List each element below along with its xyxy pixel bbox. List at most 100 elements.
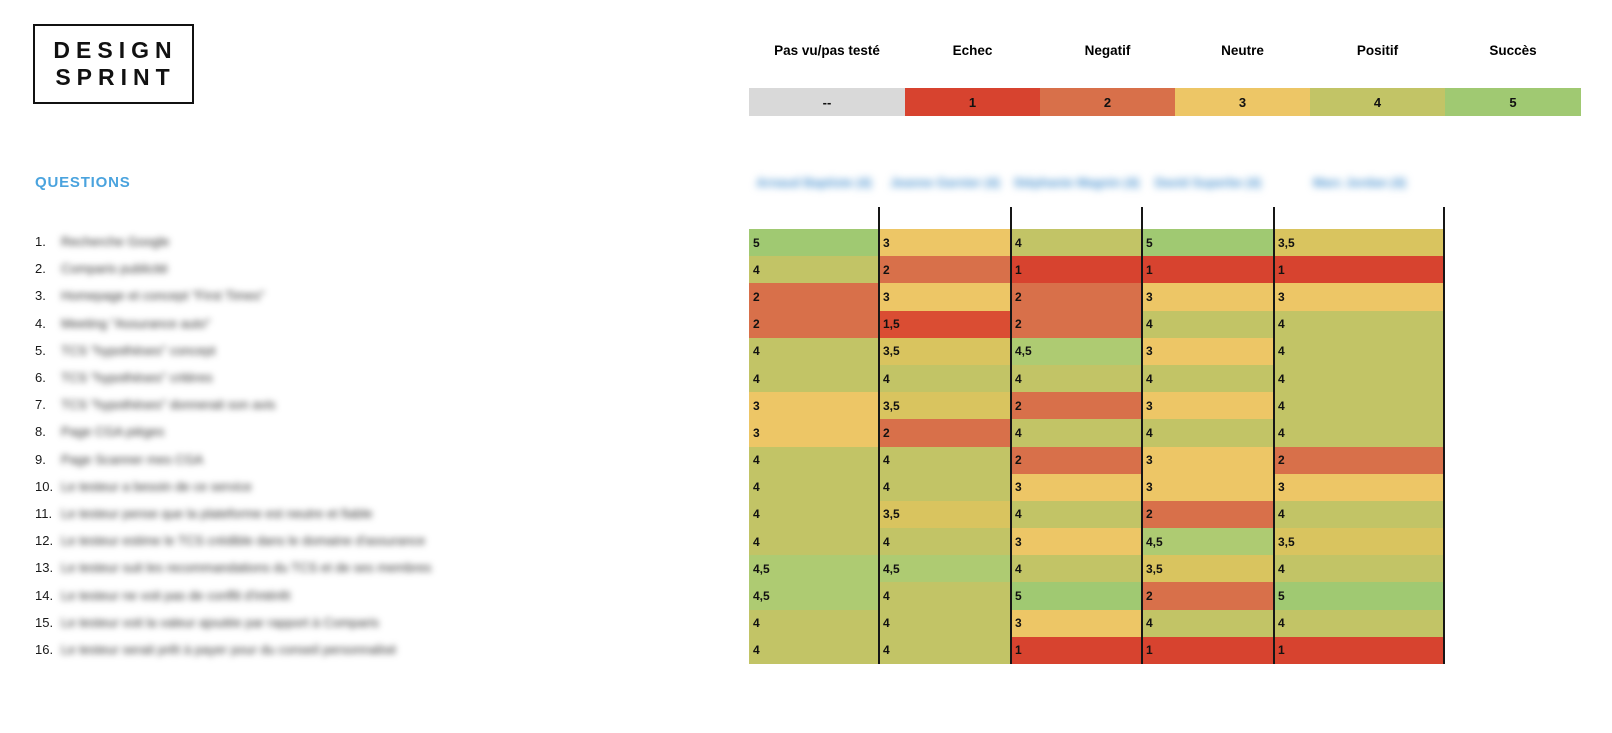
question-text-blurred: Recherche Google bbox=[61, 234, 170, 250]
score-cell-r1-c5: 3,5 bbox=[1274, 229, 1445, 257]
legend-label-6: Succès bbox=[1489, 42, 1537, 58]
legend-labels-row: Pas vu/pas testé Echec Negatif Neutre Positi… bbox=[749, 40, 1581, 60]
score-cell-r1-c3: 4 bbox=[1011, 229, 1142, 257]
score-cell-r8-c1: 3 bbox=[749, 419, 879, 447]
score-cell-r12-c4: 4,5 bbox=[1142, 528, 1274, 556]
score-cell-r11-c2: 3,5 bbox=[879, 500, 1011, 529]
score-cell-r13-c3: 4 bbox=[1011, 555, 1142, 583]
question-item-14: 14. Le testeur ne voit pas de conflit d'i… bbox=[35, 581, 431, 608]
question-number: 14. bbox=[35, 587, 54, 603]
score-cell-r14-c5: 5 bbox=[1274, 582, 1445, 610]
score-cell-r6-c2: 4 bbox=[879, 364, 1011, 393]
score-cell-r11-c5: 4 bbox=[1274, 500, 1445, 529]
score-cell-r15-c5: 4 bbox=[1274, 609, 1445, 637]
legend-swatch-2: 1 bbox=[905, 88, 1040, 116]
question-item-8: 8. Page CGA pièges bbox=[35, 418, 431, 445]
score-cell-r3-c5: 3 bbox=[1274, 283, 1445, 311]
question-text-blurred: TCS "hypothèses" concept bbox=[61, 342, 216, 358]
score-cell-r14-c2: 4 bbox=[879, 582, 1011, 610]
score-cell-r10-c3: 3 bbox=[1011, 473, 1142, 501]
question-text-blurred: Page Scanner mes CGA bbox=[61, 451, 204, 467]
score-cell-r12-c1: 4 bbox=[749, 528, 879, 556]
score-grid: 5 3 4 5 3,5 4 2 1 1 1 2 3 2 3 3 2 1,5 2 4 4 4 3,5 4,5 3 4 4 4 4 4 4 3 3… bbox=[749, 229, 1445, 664]
score-cell-r4-c2: 1,5 bbox=[879, 310, 1011, 338]
question-text-blurred: Le testeur ne voit pas de conflit d'inté… bbox=[61, 587, 291, 603]
score-cell-r6-c4: 4 bbox=[1142, 364, 1274, 393]
question-item-7: 7. TCS "hypothèses" donnerait son avis bbox=[35, 391, 431, 418]
score-cell-r13-c4: 3,5 bbox=[1142, 555, 1274, 583]
question-number: 1. bbox=[35, 234, 46, 250]
score-cell-r1-c1: 5 bbox=[749, 229, 879, 257]
question-text-blurred: Le testeur voit la valeur ajoutée par ra… bbox=[61, 614, 379, 630]
score-cell-r11-c1: 4 bbox=[749, 500, 879, 529]
question-item-9: 9. Page Scanner mes CGA bbox=[35, 446, 431, 473]
score-cell-r7-c3: 2 bbox=[1011, 392, 1142, 420]
score-cell-r11-c3: 4 bbox=[1011, 500, 1142, 529]
question-item-5: 5. TCS "hypothèses" concept bbox=[35, 337, 431, 364]
score-cell-r8-c3: 4 bbox=[1011, 419, 1142, 447]
question-item-12: 12. Le testeur estime le TCS crédible dan… bbox=[35, 527, 431, 554]
logo-line-2: SPRINT bbox=[55, 64, 176, 90]
question-item-6: 6. TCS "hypothèses" critères bbox=[35, 364, 431, 391]
legend-label-2: Echec bbox=[952, 42, 993, 58]
score-cell-r4-c1: 2 bbox=[749, 310, 879, 338]
legend-label-1: Pas vu/pas testé bbox=[774, 42, 880, 58]
column-separator-line-4 bbox=[1273, 207, 1275, 664]
tester-name-blurred-1: Arnaud Baptiste (4) bbox=[756, 176, 872, 190]
legend-swatch-3: 2 bbox=[1040, 88, 1175, 116]
question-number: 5. bbox=[35, 342, 46, 358]
legend-color-scale: -- 1 2 3 4 5 bbox=[749, 88, 1581, 116]
score-cell-r7-c2: 3,5 bbox=[879, 392, 1011, 420]
legend-label-4: Neutre bbox=[1221, 42, 1264, 58]
question-text-blurred: Le testeur serait prêt à payer pour du c… bbox=[61, 641, 397, 657]
score-cell-r10-c4: 3 bbox=[1142, 473, 1274, 501]
question-item-13: 13. Le testeur suit les recommandations d… bbox=[35, 554, 431, 581]
question-item-16: 16. Le testeur serait prêt à payer pour d… bbox=[35, 636, 431, 663]
score-cell-r16-c3: 1 bbox=[1011, 636, 1142, 664]
score-cell-r16-c2: 4 bbox=[879, 636, 1011, 664]
questions-list: 1. Recherche Google 2. Comparis publicité 3.… bbox=[35, 228, 431, 663]
design-sprint-logo: DESIGN SPRINT bbox=[33, 24, 194, 104]
legend-label-5: Positif bbox=[1356, 42, 1399, 58]
score-cell-r15-c2: 4 bbox=[879, 609, 1011, 637]
question-text-blurred: TCS "hypothèses" critères bbox=[61, 370, 213, 386]
score-cell-r11-c4: 2 bbox=[1142, 500, 1274, 529]
score-cell-r7-c5: 4 bbox=[1274, 392, 1445, 420]
question-item-3: 3. Homepage et concept "First Times" bbox=[35, 282, 431, 309]
score-cell-r9-c3: 2 bbox=[1011, 446, 1142, 474]
question-text-blurred: Page CGA pièges bbox=[61, 424, 165, 440]
score-cell-r10-c5: 3 bbox=[1274, 473, 1445, 501]
question-item-2: 2. Comparis publicité bbox=[35, 255, 431, 282]
question-number: 16. bbox=[35, 641, 54, 657]
score-cell-r4-c3: 2 bbox=[1011, 310, 1142, 338]
questions-title: QUESTIONS bbox=[35, 174, 131, 191]
legend-swatch-4: 3 bbox=[1175, 88, 1310, 116]
score-cell-r15-c4: 4 bbox=[1142, 609, 1274, 637]
score-cell-r7-c4: 3 bbox=[1142, 392, 1274, 420]
tester-name-blurred-2: Jeanne Garnier (4) bbox=[890, 176, 1000, 190]
score-cell-r7-c1: 3 bbox=[749, 392, 879, 420]
score-cell-r2-c2: 2 bbox=[879, 256, 1011, 284]
question-number: 2. bbox=[35, 261, 46, 277]
score-cell-r13-c2: 4,5 bbox=[879, 555, 1011, 583]
question-item-15: 15. Le testeur voit la valeur ajoutée par… bbox=[35, 609, 431, 636]
score-cell-r6-c5: 4 bbox=[1274, 364, 1445, 393]
score-cell-r14-c4: 2 bbox=[1142, 582, 1274, 610]
score-cell-r16-c5: 1 bbox=[1274, 636, 1445, 664]
score-cell-r4-c5: 4 bbox=[1274, 310, 1445, 338]
tester-name-blurred-5: Marc Jordan (4) bbox=[1312, 176, 1407, 190]
question-text-blurred: Le testeur estime le TCS crédible dans l… bbox=[61, 533, 426, 549]
score-cell-r2-c5: 1 bbox=[1274, 256, 1445, 284]
question-text-blurred: Meeting "Assurance auto" bbox=[61, 315, 211, 331]
score-cell-r6-c1: 4 bbox=[749, 364, 879, 393]
question-number: 15. bbox=[35, 614, 54, 630]
question-text-blurred: Homepage et concept "First Times" bbox=[61, 288, 265, 304]
score-cell-r10-c1: 4 bbox=[749, 473, 879, 501]
question-number: 9. bbox=[35, 451, 46, 467]
question-text-blurred: Le testeur a besoin de ce service bbox=[61, 478, 252, 494]
question-number: 12. bbox=[35, 533, 54, 549]
question-item-4: 4. Meeting "Assurance auto" bbox=[35, 310, 431, 337]
question-number: 11. bbox=[35, 505, 53, 521]
score-cell-r15-c3: 3 bbox=[1011, 609, 1142, 637]
